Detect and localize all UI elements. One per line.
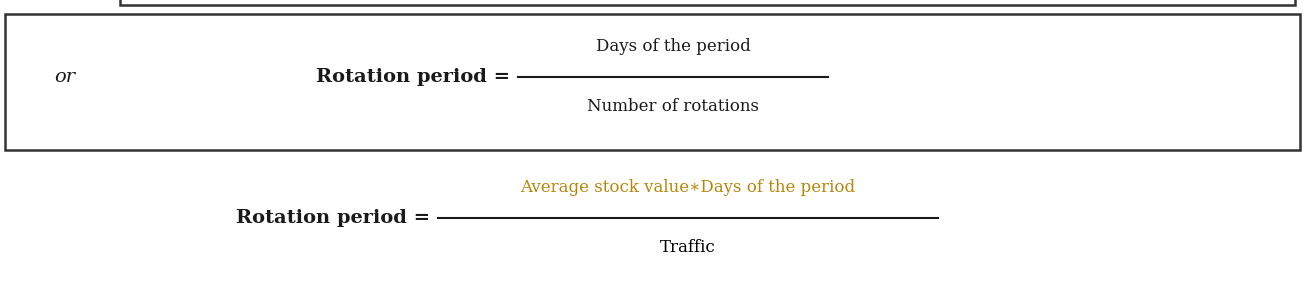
FancyBboxPatch shape [120,0,1295,5]
Text: or: or [55,68,76,86]
Text: Average stock value∗Days of the period: Average stock value∗Days of the period [520,180,856,196]
Text: Number of rotations: Number of rotations [587,98,759,115]
FancyBboxPatch shape [5,14,1300,150]
Text: Rotation period =: Rotation period = [316,68,510,86]
Text: Rotation period =: Rotation period = [235,209,430,227]
Text: Traffic: Traffic [660,239,716,256]
Text: Days of the period: Days of the period [596,38,750,55]
